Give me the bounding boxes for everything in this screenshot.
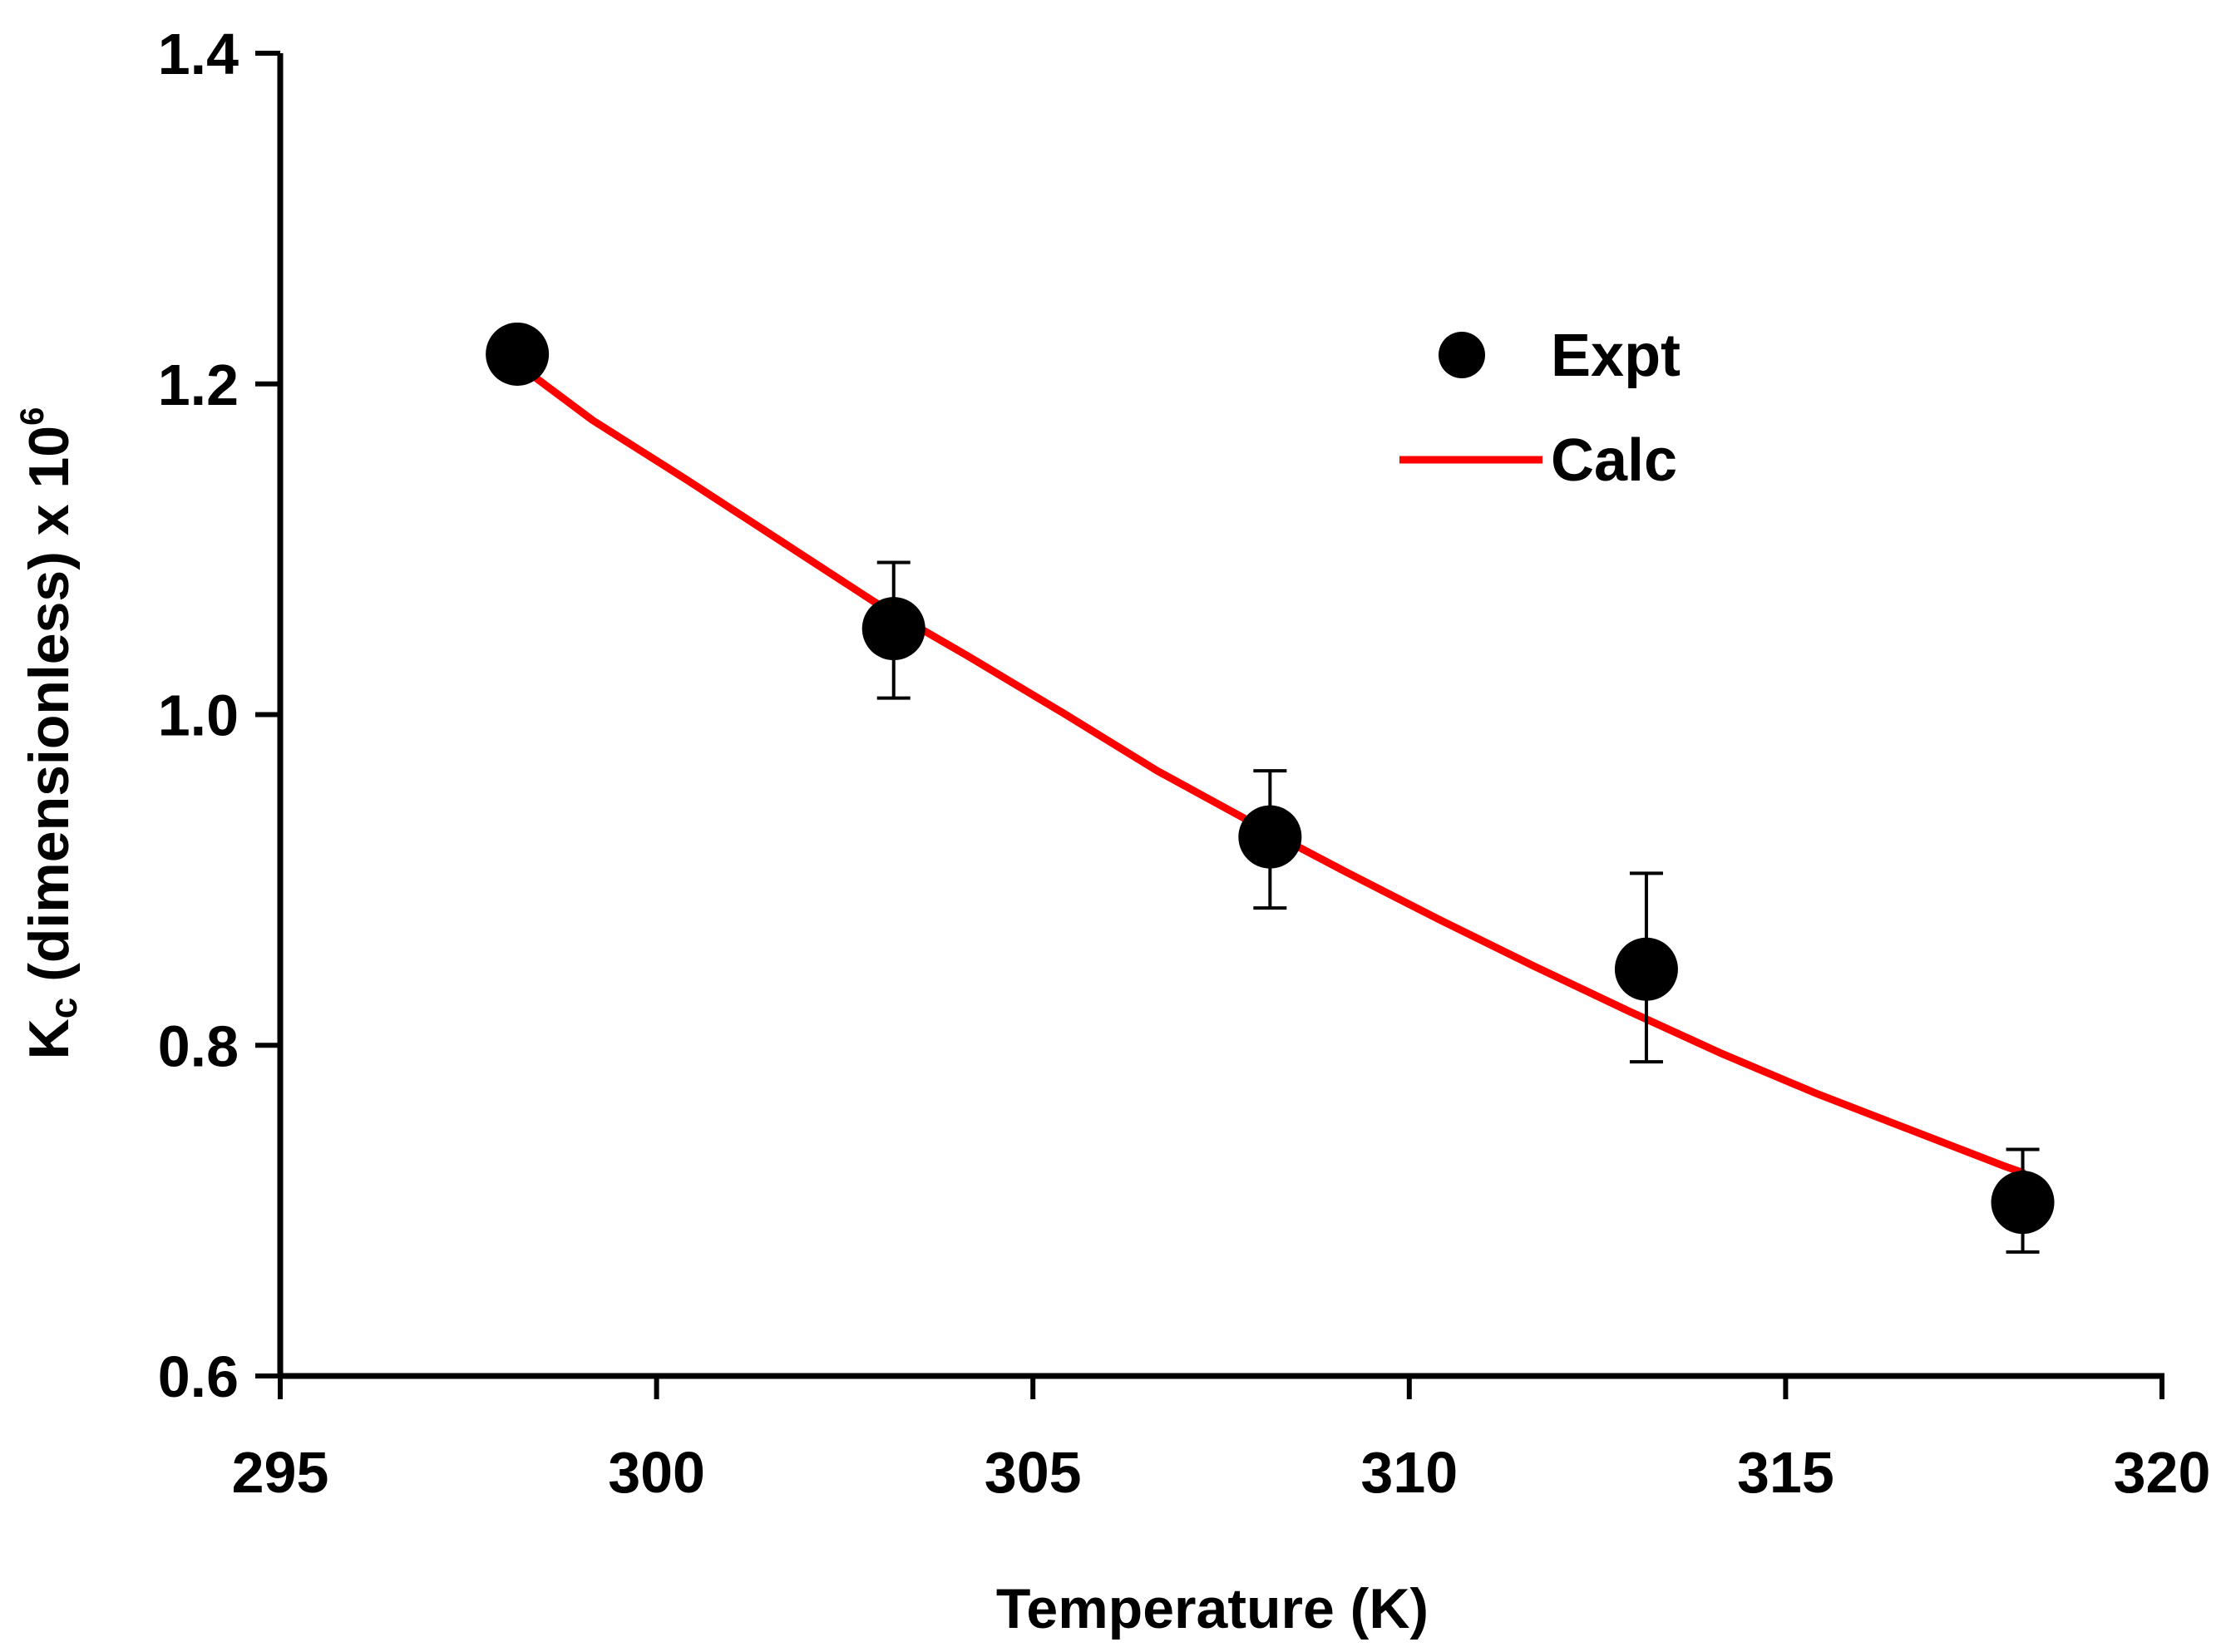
- legend-expt-marker: [1439, 332, 1485, 378]
- expt-point: [861, 597, 925, 661]
- legend: Expt Calc: [1399, 323, 1681, 494]
- calc-line: [513, 360, 2026, 1176]
- x-tick-label: 310: [1360, 1440, 1458, 1505]
- y-tick-label: 1.2: [158, 353, 239, 417]
- expt-point: [1614, 937, 1678, 1001]
- x-axis-title: Temperature (K): [996, 1577, 1429, 1640]
- y-axis-title-prefix: K: [17, 1018, 81, 1059]
- x-tick-label: 320: [2114, 1440, 2211, 1505]
- axes: 295 300 305 310 315 320 0.6 0.8 1.0 1.2 1.4: [158, 22, 2211, 1505]
- y-tick-label: 0.6: [158, 1344, 239, 1409]
- legend-expt-label: Expt: [1551, 323, 1681, 389]
- y-axis-title-superscript: 6: [14, 407, 51, 426]
- y-axis-title: Kc (dimensionless) x 106: [14, 407, 85, 1060]
- y-tick-label: 1.4: [158, 22, 239, 86]
- x-tick-label: 315: [1737, 1440, 1834, 1505]
- calc-series: [513, 360, 2026, 1176]
- x-tick-label: 300: [608, 1440, 705, 1505]
- x-tick-label: 305: [985, 1440, 1082, 1505]
- expt-point: [1991, 1171, 2055, 1235]
- y-axis-title-subscript: c: [42, 998, 85, 1019]
- y-axis-title-middle: (dimensionless) x 10: [17, 426, 81, 998]
- expt-point: [486, 322, 550, 386]
- expt-series: [486, 322, 2055, 1254]
- legend-calc-label: Calc: [1551, 427, 1677, 494]
- y-tick-label: 0.8: [158, 1013, 239, 1078]
- expt-point: [1238, 805, 1302, 869]
- x-tick-label: 295: [232, 1440, 329, 1505]
- y-tick-label: 1.0: [158, 683, 239, 748]
